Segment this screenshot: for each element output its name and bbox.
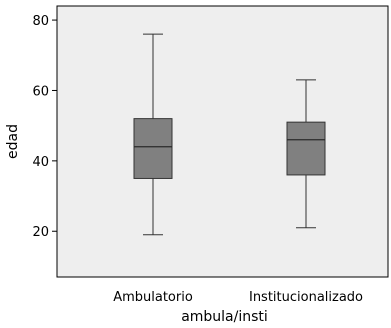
iqr-box bbox=[286, 121, 326, 176]
plot-area bbox=[56, 5, 389, 278]
x-axis-label: ambula/insti bbox=[181, 309, 268, 325]
x-tick-label: Ambulatorio bbox=[113, 290, 193, 305]
y-tick-label: 60 bbox=[32, 84, 49, 99]
y-tick-label: 20 bbox=[32, 225, 49, 240]
y-tick-label: 40 bbox=[32, 155, 49, 170]
y-tick-label: 80 bbox=[32, 14, 49, 29]
boxes bbox=[133, 33, 326, 236]
x-axis-labels: Ambulatorio Institucionalizado bbox=[113, 290, 363, 305]
iqr-box bbox=[133, 118, 173, 179]
box-ambulatorio bbox=[133, 33, 173, 236]
box-institucionalizado bbox=[286, 79, 326, 229]
x-tick-label: Institucionalizado bbox=[249, 290, 363, 305]
y-axis-label: edad bbox=[5, 124, 21, 159]
y-axis-ticks: 20 40 60 80 bbox=[32, 14, 57, 240]
